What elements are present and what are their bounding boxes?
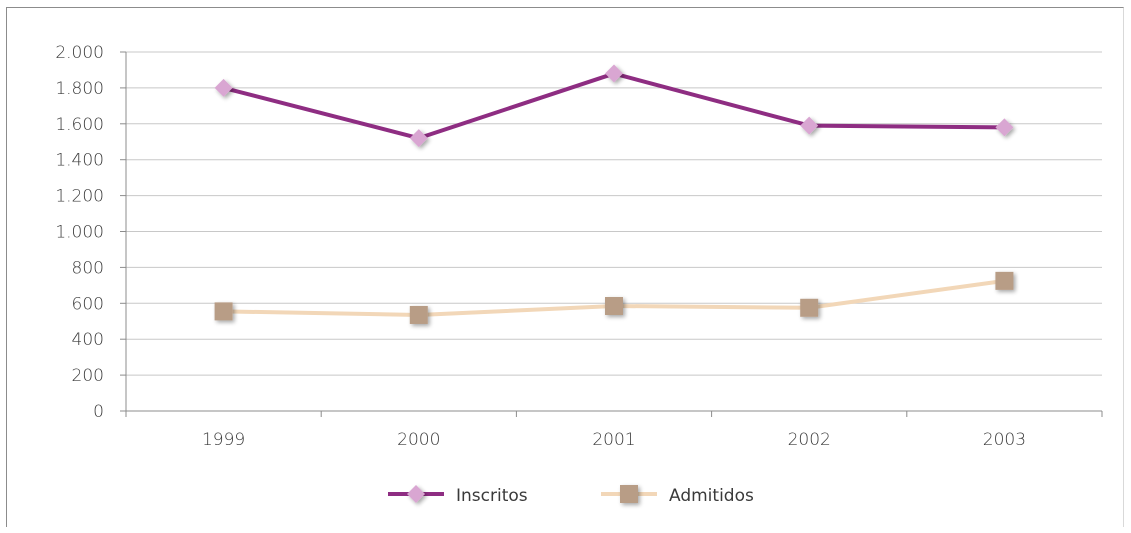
- x-tick-label: 2000: [397, 430, 440, 450]
- y-tick-label: 1.400: [55, 151, 104, 171]
- legend-marker-admitidos: [620, 485, 638, 503]
- y-tick-label: 800: [72, 258, 104, 278]
- data-point-inscritos: [800, 116, 819, 135]
- data-point-admitidos: [605, 296, 623, 315]
- x-tick-label: 2002: [788, 430, 831, 450]
- y-tick-label: 1.200: [55, 187, 104, 207]
- data-point-inscritos: [409, 129, 428, 148]
- data-point-inscritos: [605, 64, 623, 83]
- x-tick-label: 1999: [202, 430, 245, 450]
- chart-frame: [6, 7, 1124, 527]
- y-tick-label: 1.000: [55, 223, 104, 243]
- data-point-admitidos: [214, 302, 233, 321]
- data-point-admitidos: [409, 305, 428, 324]
- legend-label: Admitidos: [669, 486, 754, 506]
- y-tick-label: 1.600: [55, 115, 104, 135]
- x-tick-label: 2003: [983, 430, 1026, 450]
- data-point-inscritos: [214, 78, 233, 97]
- y-tick-label: 400: [72, 330, 104, 350]
- y-tick-label: 600: [72, 294, 104, 314]
- data-point-inscritos: [995, 118, 1014, 137]
- data-point-admitidos: [995, 271, 1014, 290]
- x-tick-label: 2001: [592, 430, 635, 450]
- y-tick-label: 200: [72, 366, 104, 386]
- y-tick-label: 1.800: [55, 79, 104, 99]
- y-tick-label: 0: [93, 402, 104, 422]
- y-tick-label: 2.000: [55, 43, 104, 63]
- data-point-admitidos: [800, 298, 819, 317]
- series-line-inscritos: [221, 71, 1007, 141]
- legend-label: Inscritos: [456, 486, 528, 506]
- legend-marker-inscritos: [407, 485, 425, 503]
